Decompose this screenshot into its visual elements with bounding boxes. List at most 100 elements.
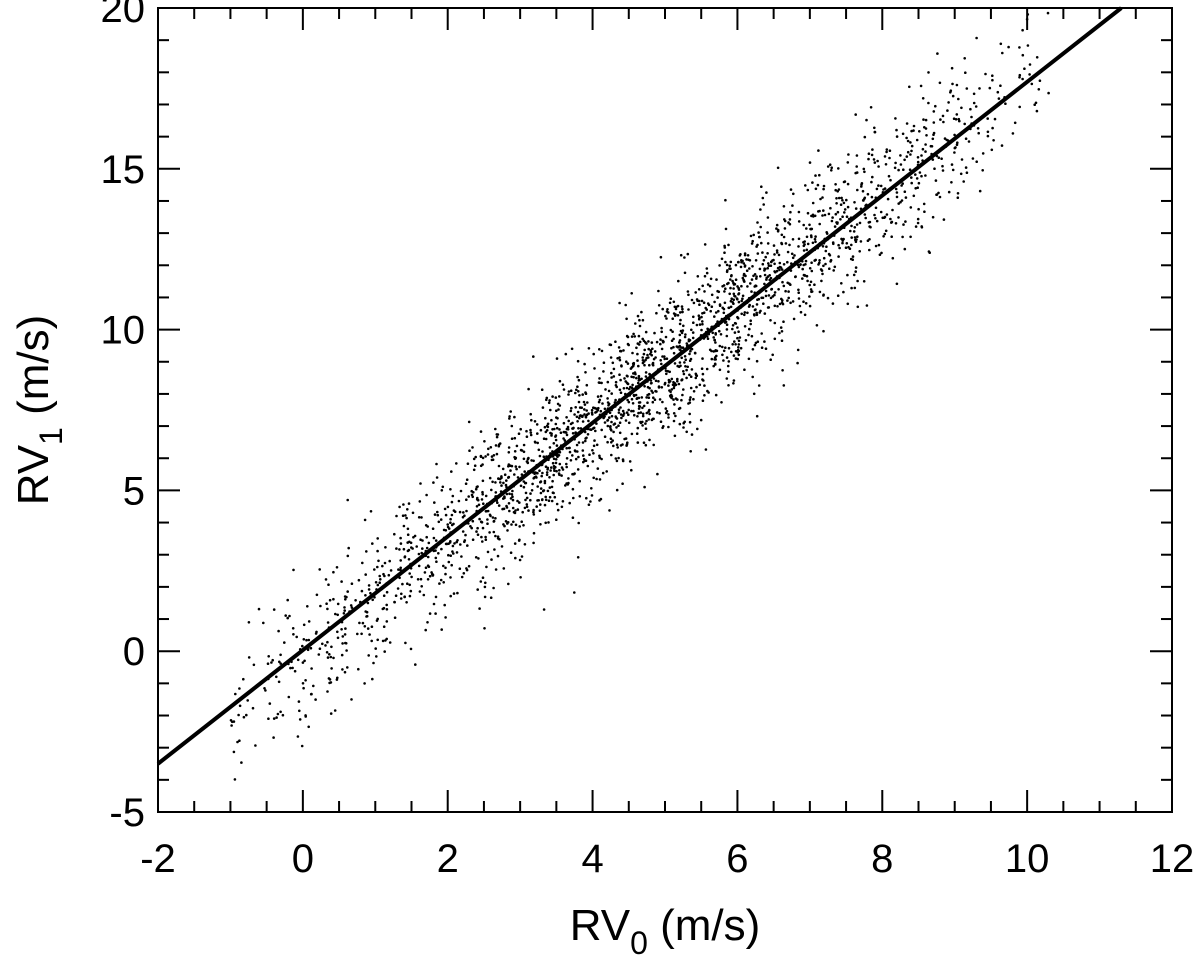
scatter-point [572, 496, 575, 500]
scatter-point [341, 635, 345, 638]
scatter-point [652, 396, 655, 400]
scatter-point [678, 322, 682, 326]
scatter-point [510, 437, 514, 441]
scatter-point [511, 506, 515, 510]
scatter-point [758, 235, 761, 239]
scatter-point [631, 351, 634, 355]
scatter-point [552, 473, 555, 477]
scatter-point [762, 302, 765, 306]
scatter-point [657, 380, 660, 383]
scatter-point [697, 317, 701, 321]
scatter-point [722, 359, 725, 362]
scatter-point [272, 608, 276, 611]
scatter-point [584, 371, 587, 374]
scatter-point [668, 389, 671, 392]
scatter-point [938, 195, 942, 199]
scatter-point [801, 267, 804, 271]
scatter-point [870, 153, 874, 157]
scatter-point [522, 485, 526, 489]
scatter-point [960, 158, 964, 161]
scatter-point [618, 358, 622, 362]
scatter-point [802, 244, 806, 248]
scatter-point [440, 628, 444, 631]
scatter-point [558, 450, 562, 454]
scatter-point [877, 243, 881, 247]
scatter-point [498, 537, 501, 541]
scatter-point [506, 529, 509, 532]
scatter-point [724, 198, 727, 202]
scatter-point [358, 621, 361, 625]
scatter-point [495, 433, 499, 436]
scatter-point [886, 197, 890, 201]
scatter-point [952, 117, 956, 120]
scatter-point [678, 333, 682, 337]
scatter-point [496, 501, 499, 505]
scatter-point [335, 566, 339, 569]
scatter-point [434, 556, 438, 560]
scatter-point [577, 521, 580, 525]
scatter-point [856, 188, 859, 192]
scatter-point [305, 638, 308, 642]
scatter-point [315, 593, 319, 597]
scatter-point [364, 573, 368, 576]
scatter-point [865, 304, 869, 307]
scatter-point [301, 682, 305, 685]
scatter-point [950, 66, 954, 70]
scatter-point [494, 517, 497, 520]
scatter-point [602, 416, 605, 420]
scatter-point [743, 313, 746, 317]
scatter-point [564, 484, 567, 487]
scatter-point [818, 290, 822, 294]
scatter-point [759, 208, 762, 211]
scatter-point [402, 547, 406, 551]
scatter-point [751, 239, 754, 243]
x-axis-title: RV0 (m/s) [570, 901, 761, 960]
scatter-point [360, 589, 364, 593]
scatter-point [373, 568, 376, 571]
scatter-point [493, 548, 496, 551]
scatter-point [474, 455, 478, 459]
scatter-point [805, 235, 809, 239]
scatter-point [557, 472, 561, 475]
scatter-point [341, 668, 344, 671]
scatter-point [738, 254, 742, 257]
scatter-point [588, 453, 591, 457]
scatter-point [419, 482, 422, 485]
scatter-point [842, 180, 846, 184]
scatter-point [615, 459, 619, 463]
scatter-point [601, 402, 604, 405]
scatter-point [537, 448, 541, 452]
scatter-point [344, 641, 347, 645]
scatter-point [782, 384, 786, 387]
scatter-point [753, 314, 756, 317]
scatter-point [236, 740, 239, 744]
scatter-point [808, 161, 812, 164]
scatter-point [846, 205, 850, 209]
scatter-point [720, 401, 723, 404]
scatter-point [399, 559, 403, 562]
scatter-point [842, 290, 845, 294]
scatter-point [491, 516, 495, 519]
scatter-point [627, 400, 631, 404]
scatter-point [705, 308, 708, 311]
scatter-point [691, 336, 695, 340]
scatter-point [703, 243, 707, 246]
scatter-point [866, 192, 870, 196]
scatter-point [439, 518, 443, 521]
scatter-point [770, 287, 774, 291]
scatter-point [590, 494, 594, 497]
scatter-point [477, 503, 481, 507]
scatter-point [376, 638, 380, 642]
scatter-point [619, 349, 623, 353]
scatter-point [669, 328, 673, 332]
scatter-point [399, 536, 402, 540]
scatter-point [891, 208, 894, 212]
scatter-point [382, 572, 385, 576]
scatter-point [598, 348, 601, 351]
scatter-point [549, 408, 552, 412]
scatter-point [420, 551, 424, 555]
scatter-point [846, 273, 849, 277]
scatter-point [685, 342, 689, 345]
scatter-point [438, 582, 441, 585]
scatter-point [688, 420, 692, 424]
